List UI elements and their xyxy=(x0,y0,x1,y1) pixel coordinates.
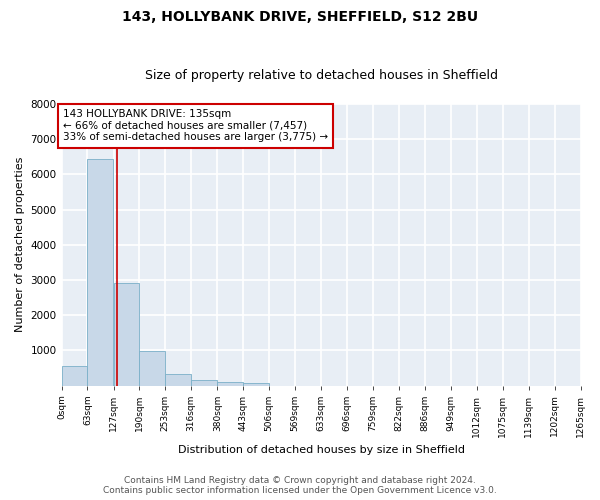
Bar xyxy=(166,374,191,386)
Bar xyxy=(139,351,166,386)
Text: Contains HM Land Registry data © Crown copyright and database right 2024.
Contai: Contains HM Land Registry data © Crown c… xyxy=(103,476,497,495)
Bar xyxy=(88,158,113,386)
Title: Size of property relative to detached houses in Sheffield: Size of property relative to detached ho… xyxy=(145,69,497,82)
Bar xyxy=(217,382,243,386)
Bar xyxy=(113,284,139,386)
Bar xyxy=(191,380,217,386)
Y-axis label: Number of detached properties: Number of detached properties xyxy=(15,157,25,332)
Bar xyxy=(62,366,88,386)
Text: 143 HOLLYBANK DRIVE: 135sqm
← 66% of detached houses are smaller (7,457)
33% of : 143 HOLLYBANK DRIVE: 135sqm ← 66% of det… xyxy=(63,110,328,142)
X-axis label: Distribution of detached houses by size in Sheffield: Distribution of detached houses by size … xyxy=(178,445,464,455)
Bar xyxy=(243,383,269,386)
Text: 143, HOLLYBANK DRIVE, SHEFFIELD, S12 2BU: 143, HOLLYBANK DRIVE, SHEFFIELD, S12 2BU xyxy=(122,10,478,24)
